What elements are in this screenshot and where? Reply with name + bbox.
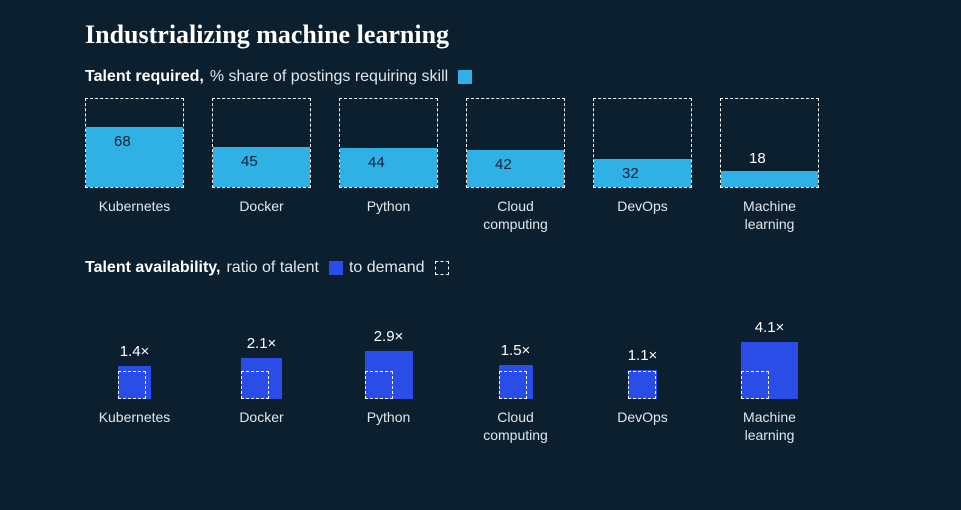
- availability-demand-square: [241, 371, 269, 399]
- talent-required-item: 42 Cloud computing: [466, 98, 565, 233]
- talent-required-fill: 18: [721, 171, 818, 187]
- talent-required-value: 32: [622, 165, 639, 182]
- availability-wrap: 1.1×: [593, 289, 692, 399]
- availability-wrap: 1.4×: [85, 289, 184, 399]
- talent-availability-item: 2.9× Python: [339, 289, 438, 444]
- category-label: DevOps: [617, 409, 668, 427]
- talent-required-value: 42: [495, 156, 512, 173]
- availability-value: 4.1×: [755, 319, 785, 336]
- availability-value: 1.1×: [628, 347, 658, 364]
- page-title: Industrializing machine learning: [85, 20, 961, 50]
- availability-demand-square: [118, 371, 146, 399]
- availability-demand-square: [741, 371, 769, 399]
- availability-value: 1.5×: [501, 342, 531, 359]
- availability-demand-square: [365, 371, 393, 399]
- talent-required-fill: 68: [86, 127, 183, 187]
- section1-label-rest: % share of postings requiring skill: [210, 68, 448, 86]
- talent-required-value: 45: [241, 153, 258, 170]
- talent-required-item: 44 Python: [339, 98, 438, 233]
- availability-wrap: 2.9×: [339, 289, 438, 399]
- talent-required-fill: 42: [467, 150, 564, 187]
- talent-required-value: 18: [749, 150, 766, 167]
- availability-talent-square: [628, 370, 657, 399]
- talent-availability-item: 1.5× Cloud computing: [466, 289, 565, 444]
- talent-required-fill: 45: [213, 147, 310, 187]
- talent-required-box: 44: [339, 98, 438, 188]
- category-label: DevOps: [617, 198, 668, 216]
- section2-demand-swatch: [435, 261, 449, 275]
- talent-availability-item: 1.4× Kubernetes: [85, 289, 184, 444]
- section2-label-rest-a: ratio of talent: [226, 259, 319, 277]
- availability-talent-square: [241, 358, 282, 399]
- talent-required-item: 68 Kubernetes: [85, 98, 184, 233]
- talent-required-box: 18: [720, 98, 819, 188]
- category-label: Docker: [239, 409, 283, 427]
- category-label: Docker: [239, 198, 283, 216]
- availability-demand-square: [628, 371, 656, 399]
- section1-swatch: [458, 70, 472, 84]
- talent-availability-item: 4.1× Machine learning: [720, 289, 819, 444]
- availability-talent-square: [365, 351, 413, 399]
- talent-required-box: 68: [85, 98, 184, 188]
- availability-value: 2.9×: [374, 328, 404, 345]
- section2-talent-swatch: [329, 261, 343, 275]
- section1-label: Talent required, % share of postings req…: [85, 68, 961, 86]
- category-label: Cloud computing: [483, 198, 548, 233]
- category-label: Kubernetes: [99, 198, 171, 216]
- talent-availability-item: 1.1× DevOps: [593, 289, 692, 444]
- section1-label-bold: Talent required,: [85, 68, 204, 86]
- talent-required-fill: 32: [594, 159, 691, 187]
- category-label: Kubernetes: [99, 409, 171, 427]
- talent-required-item: 32 DevOps: [593, 98, 692, 233]
- section2-label: Talent availability, ratio of talent to …: [85, 259, 961, 277]
- availability-value: 1.4×: [120, 343, 150, 360]
- talent-required-value: 68: [114, 133, 131, 150]
- section2-label-bold: Talent availability,: [85, 259, 220, 277]
- category-label: Cloud computing: [483, 409, 548, 444]
- availability-talent-square: [741, 342, 798, 399]
- category-label: Python: [367, 198, 411, 216]
- talent-required-value: 44: [368, 154, 385, 171]
- availability-value: 2.1×: [247, 335, 277, 352]
- section2-label-rest-b: to demand: [349, 259, 425, 277]
- category-label: Machine learning: [743, 198, 796, 233]
- talent-required-box: 32: [593, 98, 692, 188]
- category-label: Python: [367, 409, 411, 427]
- talent-required-row: 68 Kubernetes 45 Docker 44 Python 42 Cloud comp…: [85, 98, 961, 233]
- availability-wrap: 2.1×: [212, 289, 311, 399]
- availability-talent-square: [499, 365, 533, 399]
- talent-required-item: 45 Docker: [212, 98, 311, 233]
- availability-wrap: 1.5×: [466, 289, 565, 399]
- talent-required-fill: 44: [340, 148, 437, 187]
- talent-required-item: 18 Machine learning: [720, 98, 819, 233]
- talent-required-box: 42: [466, 98, 565, 188]
- talent-availability-item: 2.1× Docker: [212, 289, 311, 444]
- talent-required-box: 45: [212, 98, 311, 188]
- talent-availability-row: 1.4× Kubernetes 2.1× Docker 2.9× Python 1.5× Cl…: [85, 289, 961, 444]
- category-label: Machine learning: [743, 409, 796, 444]
- availability-wrap: 4.1×: [720, 289, 819, 399]
- availability-demand-square: [499, 371, 527, 399]
- availability-talent-square: [118, 366, 151, 399]
